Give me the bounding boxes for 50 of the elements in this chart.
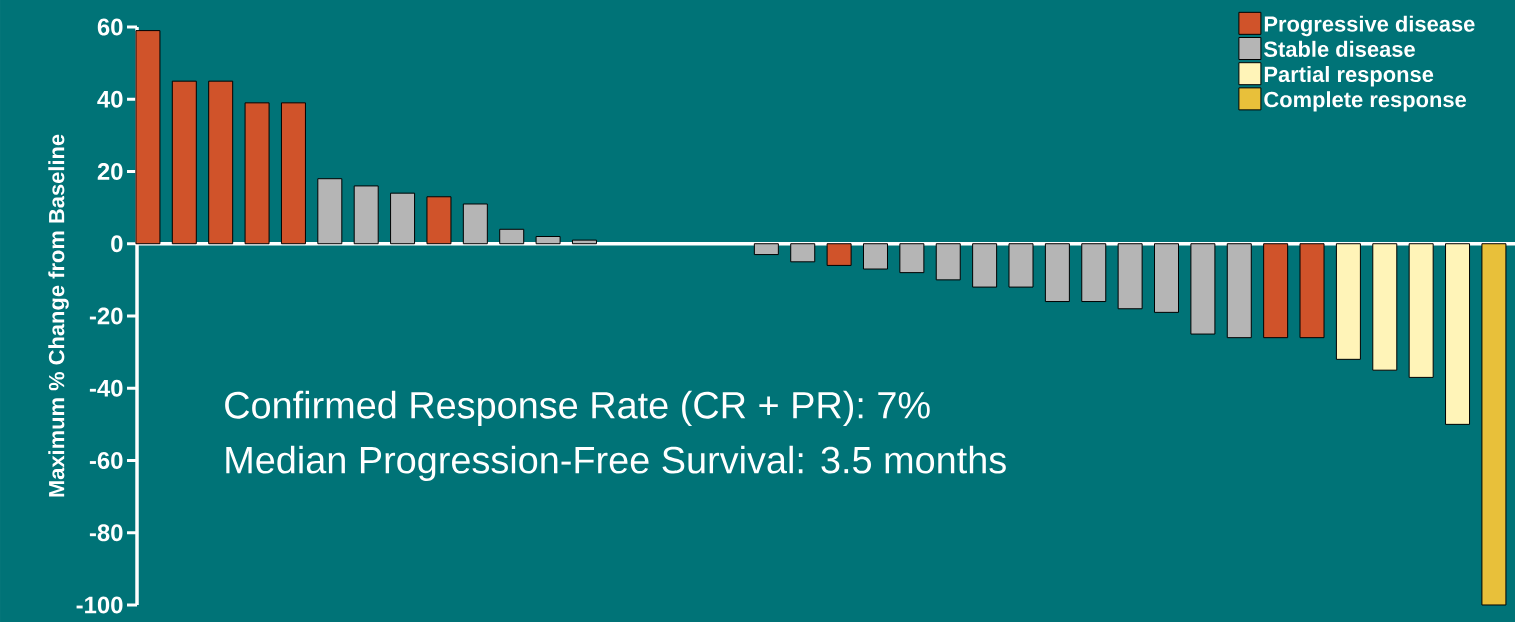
bar bbox=[390, 192, 416, 245]
bar bbox=[935, 243, 961, 281]
bar bbox=[1044, 243, 1070, 303]
y-tick-label: -40 bbox=[89, 379, 123, 397]
bar bbox=[208, 80, 234, 245]
bar bbox=[790, 243, 816, 263]
y-tick-label: -60 bbox=[89, 452, 123, 469]
bar bbox=[1372, 243, 1398, 371]
bar bbox=[1117, 243, 1143, 310]
y-tick-label: 0 bbox=[111, 235, 123, 253]
annotation: Confirmed Response Rate (CR + PR): 7% bbox=[225, 390, 930, 427]
bar bbox=[972, 243, 998, 288]
bar bbox=[1335, 243, 1361, 360]
y-tick-label: 20 bbox=[97, 163, 123, 180]
y-tick-label: -20 bbox=[89, 307, 123, 325]
bar bbox=[1445, 243, 1471, 425]
bar bbox=[571, 239, 597, 245]
bar bbox=[353, 185, 379, 245]
bar bbox=[280, 102, 306, 245]
bar bbox=[462, 203, 488, 245]
bar bbox=[899, 243, 925, 274]
bar bbox=[1190, 243, 1216, 335]
bar bbox=[1154, 243, 1180, 313]
bar bbox=[753, 243, 779, 256]
y-tick-label: -100 bbox=[76, 596, 123, 614]
legend-label: Stable disease bbox=[1264, 40, 1415, 57]
y-axis-title: Maximum % Change from Baseline bbox=[48, 134, 69, 497]
bar bbox=[317, 178, 343, 245]
y-tick-label: -80 bbox=[89, 524, 123, 542]
bar bbox=[1481, 243, 1507, 606]
bar bbox=[1008, 243, 1034, 288]
bar bbox=[499, 228, 525, 245]
bar bbox=[1299, 243, 1325, 339]
bar bbox=[426, 196, 452, 245]
bar bbox=[171, 80, 197, 245]
bar bbox=[1081, 243, 1107, 303]
bar bbox=[826, 243, 852, 266]
y-tick-label: 40 bbox=[97, 90, 123, 108]
bar bbox=[535, 236, 561, 245]
legend-label: Partial response bbox=[1264, 66, 1434, 87]
bar bbox=[244, 102, 270, 245]
annotation: Median Progression-Free Survival: 3.5 months bbox=[226, 445, 1006, 482]
legend-label: Progressive disease bbox=[1264, 15, 1475, 37]
legend-label: Complete response bbox=[1264, 91, 1467, 112]
bar bbox=[1408, 243, 1434, 378]
bar bbox=[1263, 243, 1289, 339]
y-tick-label: 60 bbox=[97, 18, 123, 36]
bar bbox=[1226, 243, 1252, 339]
bar bbox=[135, 30, 161, 245]
bar bbox=[862, 243, 888, 270]
